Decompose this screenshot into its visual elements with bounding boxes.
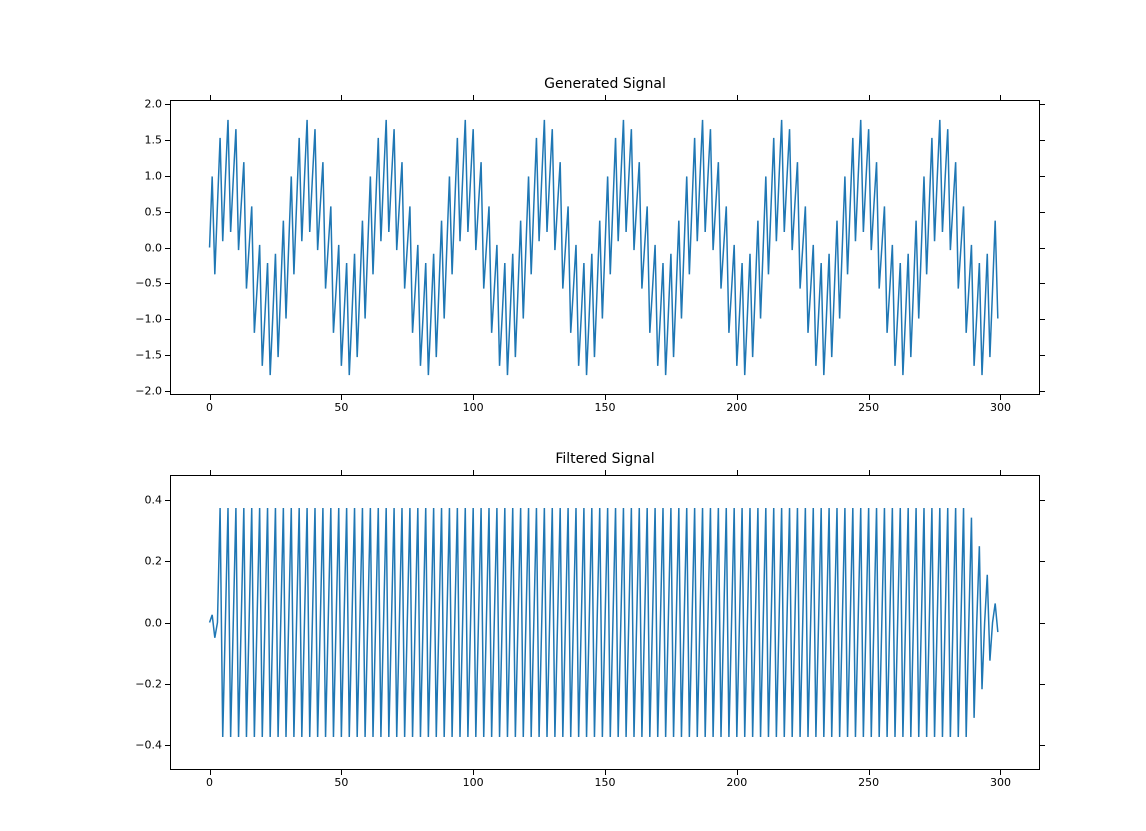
filtered-signal-plot: Filtered Signal −0.4−0.20.00.20.40501001…: [170, 475, 1040, 770]
figure: Generated Signal −2.0−1.5−1.0−0.50.00.51…: [0, 0, 1146, 831]
chart-title: Generated Signal: [170, 76, 1040, 92]
chart-title: Filtered Signal: [170, 451, 1040, 467]
line-series: [170, 100, 1040, 395]
line-series: [170, 475, 1040, 770]
generated-signal-plot: Generated Signal −2.0−1.5−1.0−0.50.00.51…: [170, 100, 1040, 395]
